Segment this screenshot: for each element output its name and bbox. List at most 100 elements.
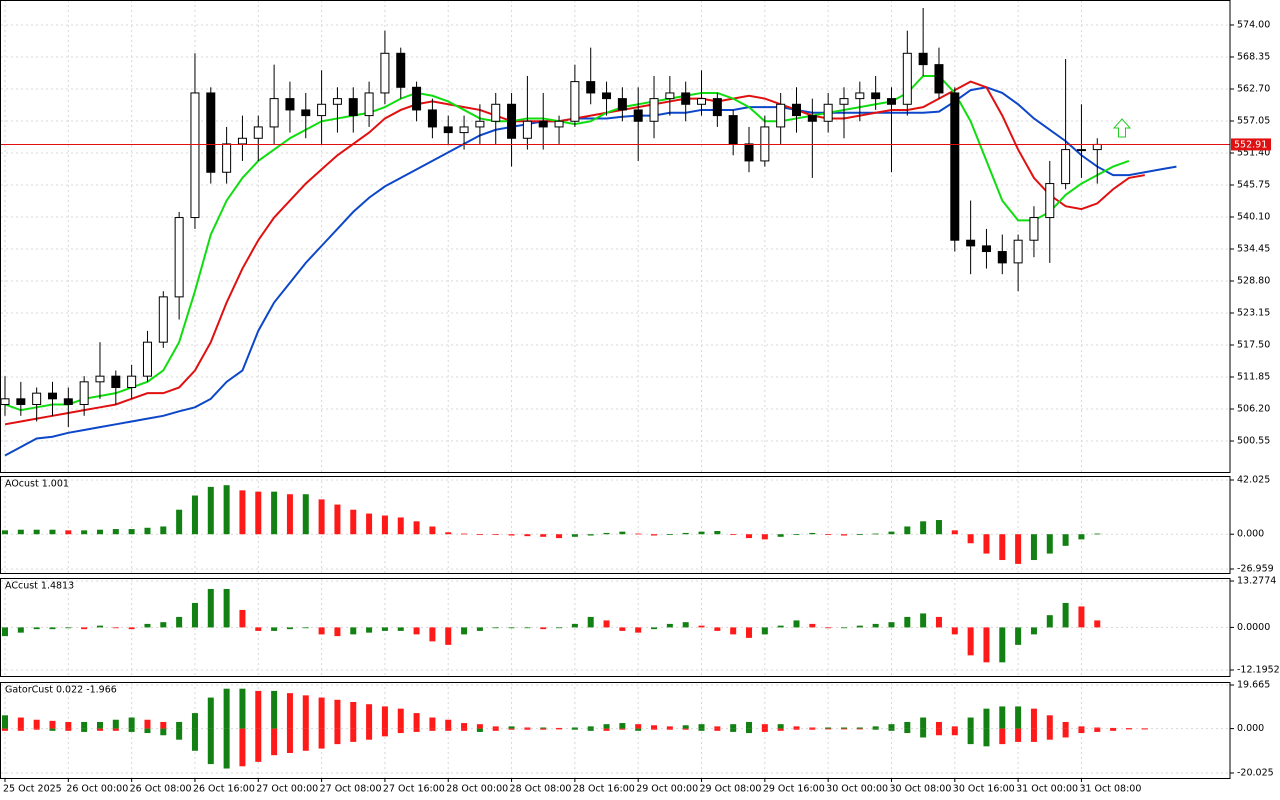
- candle-body: [142, 341, 152, 377]
- x-tick-label: 26 Oct 00:00: [66, 784, 128, 795]
- histogram-bar: [476, 728, 483, 732]
- y-tick-label: 551.40: [1237, 147, 1270, 158]
- y-tick-label: 19.665: [1237, 680, 1270, 691]
- histogram-bar: [112, 529, 119, 535]
- histogram-bar: [951, 530, 958, 535]
- histogram-bar: [761, 627, 768, 635]
- candle-body: [792, 103, 801, 117]
- candle-body: [427, 109, 437, 128]
- histogram-bar: [1062, 728, 1069, 738]
- histogram-bar: [65, 530, 72, 535]
- histogram-bar: [445, 627, 452, 645]
- histogram-bar: [366, 627, 373, 633]
- histogram-bar: [524, 627, 531, 629]
- histogram-bar: [1094, 533, 1101, 535]
- y-tick-label: -26.959: [1237, 563, 1274, 574]
- histogram-bar: [413, 728, 420, 732]
- histogram-bar: [888, 531, 895, 535]
- histogram-bar: [128, 627, 135, 630]
- histogram-bar: [255, 728, 262, 762]
- histogram-bar: [350, 728, 357, 742]
- histogram-bar: [271, 728, 278, 756]
- histogram-bar: [176, 721, 183, 729]
- histogram-bar: [49, 720, 56, 729]
- histogram-bar: [635, 724, 642, 729]
- histogram-bar: [730, 728, 737, 732]
- histogram-bar: [318, 627, 325, 635]
- candle-body: [491, 103, 501, 122]
- histogram-bar: [1030, 708, 1037, 729]
- candle-body: [697, 98, 707, 105]
- histogram-bar: [191, 728, 198, 751]
- candle-body: [237, 137, 247, 145]
- y-tick-label: 534.45: [1237, 243, 1270, 254]
- histogram-bar: [334, 627, 341, 637]
- histogram-bar: [777, 534, 784, 537]
- histogram-bar: [1030, 728, 1037, 742]
- histogram-bar: [888, 724, 895, 729]
- candle-body: [1061, 149, 1071, 185]
- candle-body: [823, 103, 833, 122]
- histogram-bar: [603, 724, 610, 729]
- x-tick-label: 31 Oct 00:00: [1016, 784, 1078, 795]
- candle-body: [127, 375, 137, 388]
- candle-body: [47, 392, 57, 400]
- x-tick-label: 29 Oct 00:00: [636, 784, 698, 795]
- histogram-bar: [682, 532, 689, 535]
- histogram-bar: [144, 623, 151, 628]
- candle-body: [760, 126, 770, 162]
- histogram-bar: [904, 526, 911, 535]
- histogram-bar: [96, 728, 103, 731]
- histogram-bar: [698, 724, 705, 729]
- histogram-bar: [540, 534, 547, 537]
- x-tick-label: 29 Oct 08:00: [700, 784, 762, 795]
- candle-body: [918, 52, 928, 66]
- histogram-bar: [302, 494, 309, 535]
- histogram-bar: [1015, 534, 1022, 564]
- histogram-bar: [651, 728, 658, 730]
- histogram-bar: [935, 520, 942, 535]
- histogram-bar: [381, 515, 388, 535]
- histogram-bar: [524, 728, 531, 730]
- candle-body: [16, 398, 26, 405]
- histogram-bar: [239, 609, 246, 628]
- histogram-bar: [65, 728, 72, 731]
- candle-body: [633, 109, 643, 122]
- histogram-bar: [191, 602, 198, 628]
- histogram-bar: [350, 509, 357, 535]
- histogram-bar: [761, 728, 768, 732]
- histogram-bar: [144, 527, 151, 535]
- histogram-bar: [840, 534, 847, 536]
- histogram-bar: [540, 727, 547, 729]
- price-label-box: [1231, 138, 1271, 151]
- histogram-bar: [334, 699, 341, 729]
- histogram-bar: [223, 485, 230, 535]
- histogram-bar: [49, 529, 56, 535]
- histogram-bar: [429, 526, 436, 535]
- histogram-bar: [81, 530, 88, 535]
- histogram-bar: [951, 627, 958, 635]
- histogram-bar: [999, 706, 1006, 729]
- histogram-bar: [809, 727, 816, 729]
- candle-body: [570, 81, 580, 122]
- histogram-bar: [191, 495, 198, 535]
- histogram-bar: [746, 728, 753, 734]
- histogram-bar: [666, 623, 673, 628]
- histogram-bar: [191, 713, 198, 729]
- histogram-bar: [951, 728, 958, 736]
- histogram-bar: [967, 717, 974, 729]
- histogram-bar: [888, 622, 895, 628]
- histogram-bar: [318, 728, 325, 749]
- histogram-bar: [366, 728, 373, 740]
- histogram-bar: [1046, 715, 1053, 729]
- histogram-bar: [318, 697, 325, 729]
- candle-body: [32, 392, 42, 405]
- histogram-bar: [793, 726, 800, 729]
- panel-frame: [0, 476, 1231, 574]
- histogram-bar: [33, 529, 40, 535]
- histogram-bar: [714, 726, 721, 729]
- histogram-bar: [492, 728, 499, 731]
- histogram-bar: [461, 627, 468, 635]
- histogram-bar: [176, 616, 183, 628]
